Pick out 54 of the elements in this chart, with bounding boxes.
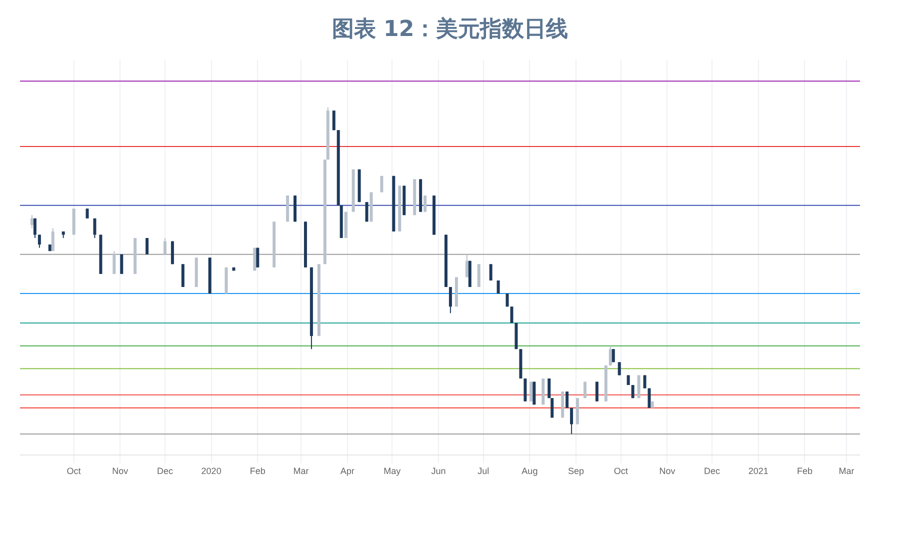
candlestick: [550, 398, 554, 418]
candlestick: [465, 254, 468, 278]
x-tick-label: Nov: [112, 466, 129, 476]
candlestick: [448, 286, 452, 314]
candlestick: [489, 264, 492, 281]
x-tick-label: Aug: [522, 466, 538, 476]
candlestick: [38, 234, 41, 248]
candlestick: [424, 195, 427, 212]
candlestick: [163, 237, 166, 255]
candlestick: [608, 345, 612, 366]
x-tick-label: Feb: [796, 466, 812, 476]
x-tick-label: Sep: [568, 466, 584, 476]
candlestick: [510, 306, 514, 324]
x-tick-label: Apr: [340, 466, 354, 476]
candlestick: [648, 388, 651, 408]
chart-title: 图表 12：美元指数日线: [330, 16, 570, 44]
x-tick-label: Jun: [431, 466, 446, 476]
candlestick: [256, 247, 260, 268]
candlestick: [93, 218, 96, 238]
candlestick: [332, 110, 336, 131]
candlestick: [506, 293, 509, 308]
candlestick: [86, 208, 89, 219]
x-tick-label: May: [384, 466, 402, 476]
candlestick: [33, 218, 36, 238]
candlestick: [146, 237, 149, 255]
x-tick-label: Dec: [156, 466, 174, 476]
x-tick-label: Mar: [293, 466, 309, 476]
candlestick: [631, 384, 634, 399]
candlestick: [566, 391, 569, 408]
x-tick-label: Nov: [659, 466, 676, 476]
candlestick: [530, 381, 533, 402]
candlestick: [365, 202, 368, 222]
candlestick: [570, 407, 574, 435]
x-tick-label: Dec: [704, 466, 721, 476]
x-tick-label: Oct: [614, 466, 628, 476]
candlestick: [120, 254, 124, 274]
candlestick: [30, 214, 34, 229]
candlestick: [595, 381, 598, 402]
candlestick: [380, 175, 384, 193]
x-tick-label: 2020: [201, 466, 222, 476]
x-tick-label: Jul: [478, 466, 490, 476]
x-tick-label: 2021: [748, 466, 768, 476]
candlestick: [618, 362, 621, 376]
candlestick: [181, 264, 184, 288]
candlestick: [112, 250, 116, 274]
x-tick-label: Feb: [250, 466, 266, 476]
candlestick: [524, 378, 527, 402]
candlestick: [643, 374, 646, 389]
candlestick: [51, 228, 54, 252]
x-tick-label: Mar: [838, 466, 854, 476]
x-tick-label: Oct: [66, 466, 82, 476]
candlestick: [477, 264, 480, 288]
candlestick: [637, 374, 640, 399]
candlestick: [612, 348, 615, 363]
